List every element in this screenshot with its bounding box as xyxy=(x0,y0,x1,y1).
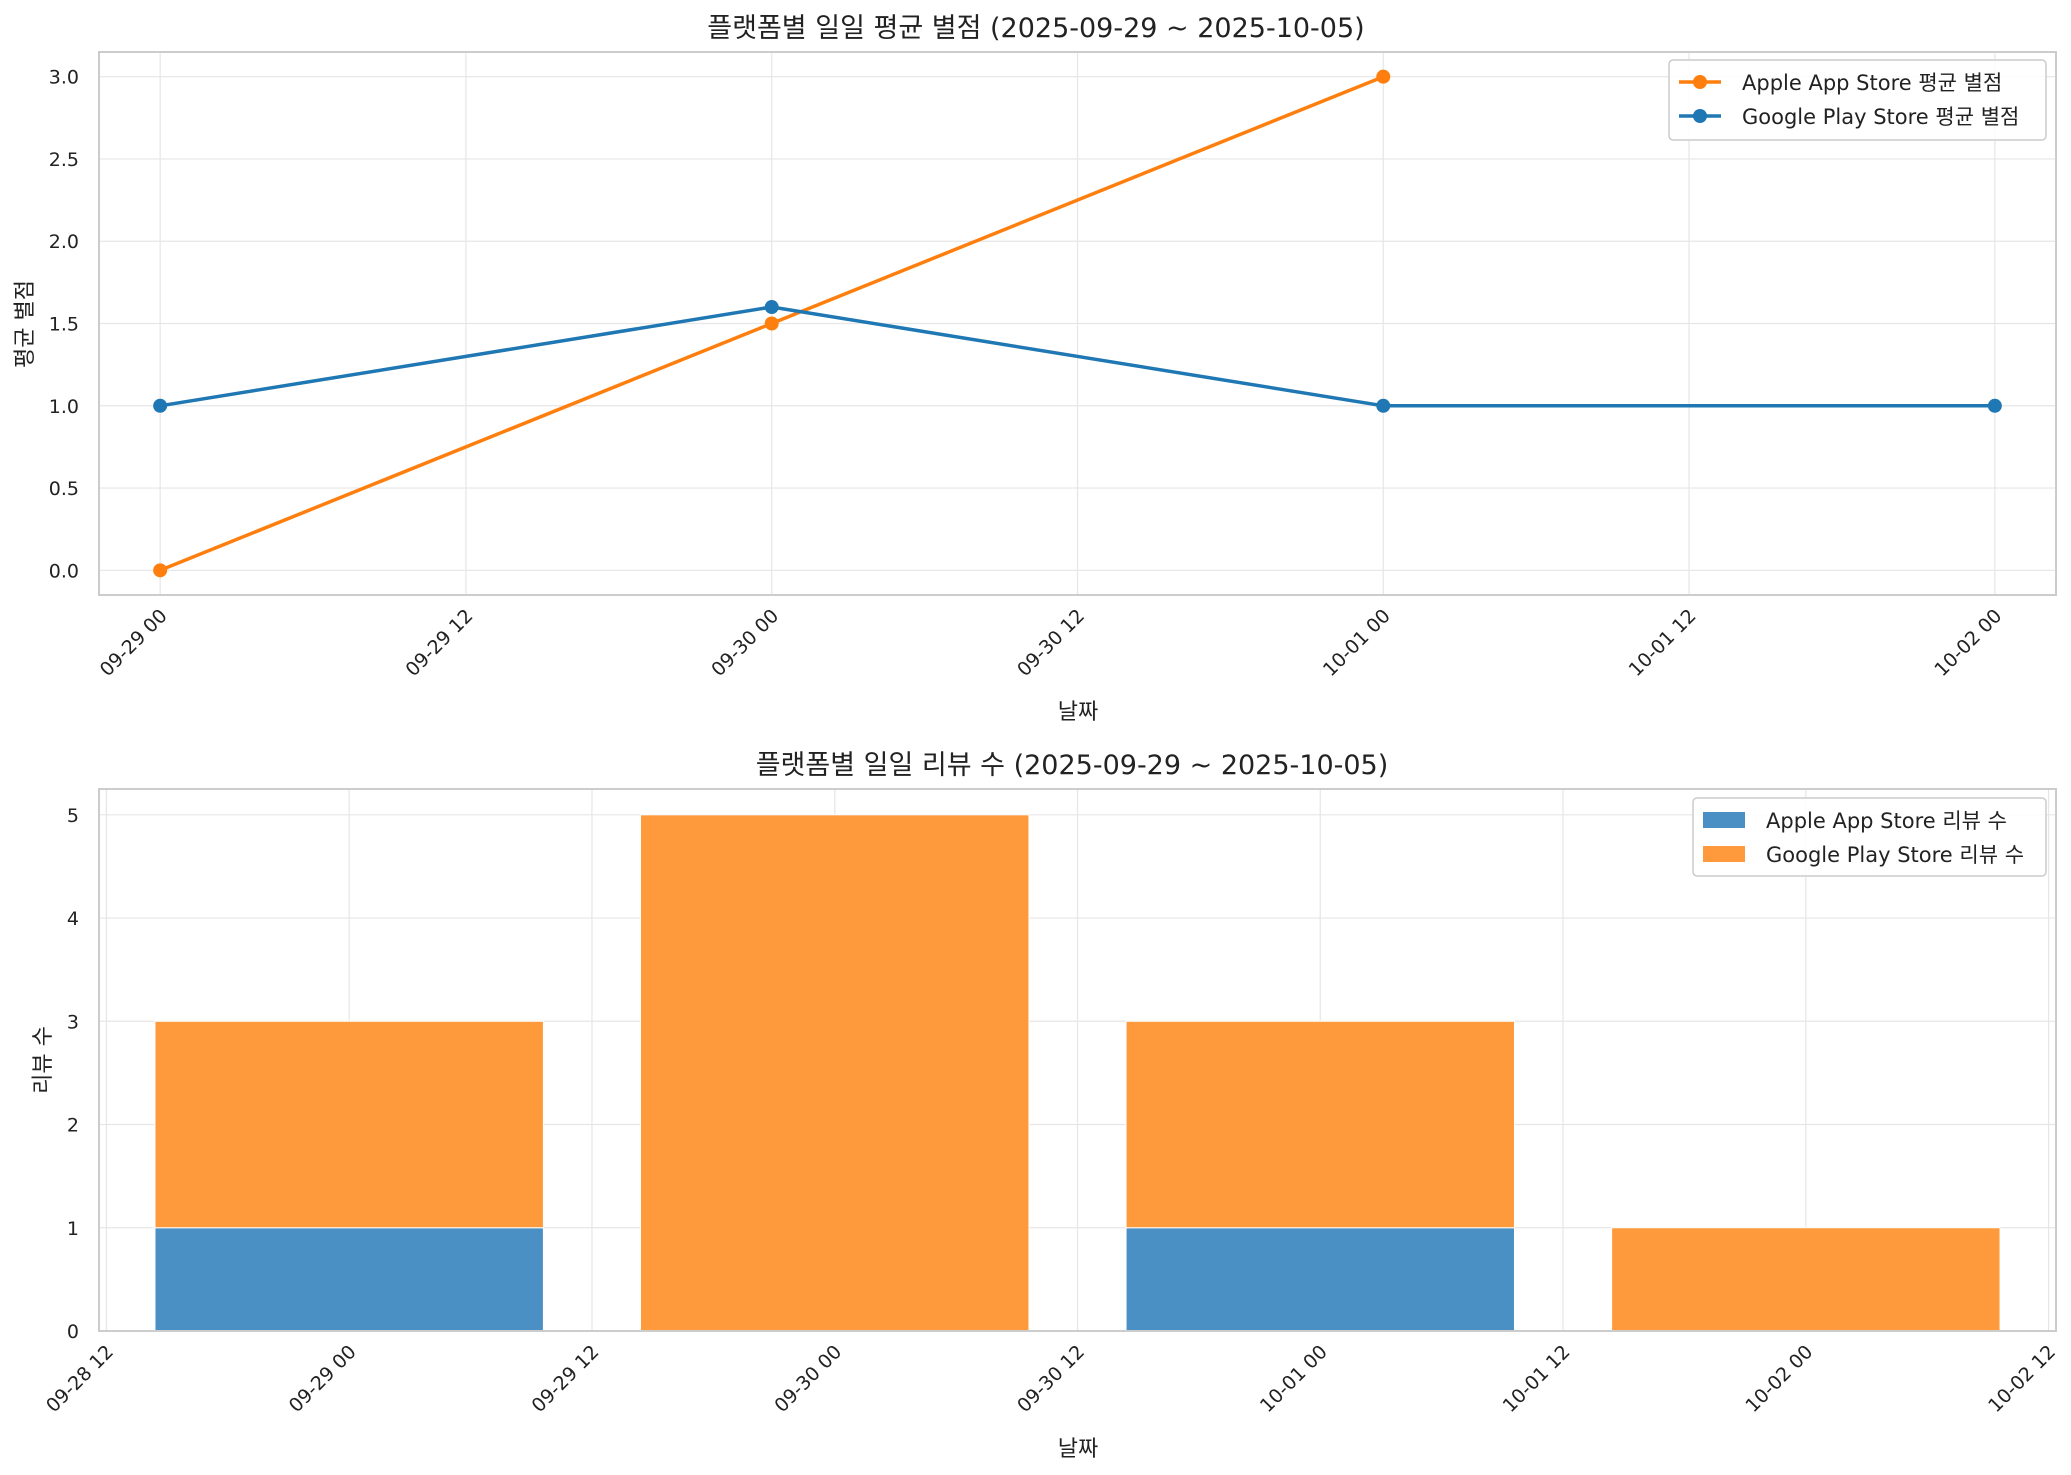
chart1-x-tick-label: 09-30 12 xyxy=(1013,605,1089,681)
chart1-x-label: 날짜 xyxy=(1058,700,1098,725)
chart2-x-ticks: 09-28 12 09-29 00 09-29 12 09-30 00 09-30 12… xyxy=(42,1341,2060,1417)
chart2-bar-segment xyxy=(1125,1227,1515,1332)
chart2-y-label: 리뷰 수 xyxy=(31,1026,56,1094)
chart2-legend-swatch xyxy=(1703,812,1745,828)
chart2-plot-frame xyxy=(98,788,2057,1332)
chart2-bar-segment xyxy=(1611,1227,2001,1332)
bar-chart-review-count: 플랫폼별 일일 리뷰 수 (2025-09-29 ~ 2025-10-05) 0… xyxy=(31,750,2060,1462)
chart2-x-tick-label: 10-01 00 xyxy=(1256,1341,1332,1417)
chart2-x-tick-label: 09-30 12 xyxy=(1013,1341,1089,1417)
chart2-title: 플랫폼별 일일 리뷰 수 (2025-09-29 ~ 2025-10-05) xyxy=(756,750,1389,781)
chart1-x-tick-label: 10-01 12 xyxy=(1625,605,1701,681)
chart1-y-label: 평균 별점 xyxy=(13,280,38,368)
chart2-legend-label: Apple App Store 리뷰 수 xyxy=(1766,809,2007,833)
chart2-x-tick-label: 09-29 00 xyxy=(285,1341,361,1417)
chart2-y-tick-label: 2 xyxy=(67,1115,79,1137)
chart1-data-point xyxy=(1376,398,1391,413)
chart2-bar-segment xyxy=(1125,1020,1515,1229)
chart2-x-label: 날짜 xyxy=(1058,1437,1098,1462)
chart2-bar-segment xyxy=(154,1227,544,1332)
chart1-data-point xyxy=(764,300,779,315)
chart1-y-tick-label: 2.0 xyxy=(49,231,79,253)
chart1-title: 플랫폼별 일일 평균 별점 (2025-09-29 ~ 2025-10-05) xyxy=(707,13,1364,44)
chart1-data-point xyxy=(1376,69,1391,84)
chart2-x-tick-label: 09-28 12 xyxy=(42,1341,118,1417)
chart2-legend-label: Google Play Store 리뷰 수 xyxy=(1766,843,2024,867)
chart2-x-tick-label: 09-30 00 xyxy=(770,1341,846,1417)
chart1-legend-marker xyxy=(1693,109,1707,123)
chart2-legend: Apple App Store 리뷰 수 Google Play Store 리뷰… xyxy=(1692,797,2047,877)
chart1-data-point xyxy=(764,316,779,331)
chart2-y-tick-label: 5 xyxy=(67,805,79,827)
chart2-x-tick-label: 10-02 12 xyxy=(1984,1341,2060,1417)
chart2-x-tick-label: 10-01 12 xyxy=(1499,1341,1575,1417)
chart1-x-tick-label: 09-29 00 xyxy=(96,605,172,681)
chart1-x-tick-label: 09-30 00 xyxy=(707,605,783,681)
chart1-data-point xyxy=(153,398,168,413)
chart2-x-tick-label: 09-29 12 xyxy=(528,1341,604,1417)
chart1-y-tick-label: 0.5 xyxy=(49,478,79,500)
chart1-legend-label: Apple App Store 평균 별점 xyxy=(1742,71,2002,95)
chart1-series-line xyxy=(159,305,1995,408)
chart1-y-ticks: 0.0 0.5 1.0 1.5 2.0 2.5 3.0 xyxy=(49,67,79,583)
chart1-grid xyxy=(99,52,2056,595)
chart1-x-tick-label: 10-02 00 xyxy=(1930,605,2006,681)
chart2-y-tick-label: 0 xyxy=(67,1321,79,1343)
chart2-y-tick-label: 4 xyxy=(67,908,79,930)
chart2-bar-segment xyxy=(154,1020,544,1229)
chart2-bars xyxy=(154,814,2001,1332)
chart1-x-ticks: 09-29 00 09-29 12 09-30 00 09-30 12 10-01 00… xyxy=(96,605,2007,681)
chart1-y-tick-label: 3.0 xyxy=(49,67,79,89)
chart1-legend: Apple App Store 평균 별점 Google Play Store 평… xyxy=(1668,59,2047,141)
chart1-data-point xyxy=(153,563,168,578)
line-chart-average-rating: 플랫폼별 일일 평균 별점 (2025-09-29 ~ 2025-10-05) … xyxy=(13,13,2057,725)
chart1-x-tick-label: 09-29 12 xyxy=(402,605,478,681)
chart1-x-tick-label: 10-01 00 xyxy=(1319,605,1395,681)
chart1-legend-marker xyxy=(1693,75,1707,89)
chart2-legend-swatch xyxy=(1703,846,1745,862)
chart1-data-point xyxy=(1987,398,2002,413)
chart2-y-ticks: 0 1 2 3 4 5 xyxy=(67,805,79,1343)
chart1-y-tick-label: 1.5 xyxy=(49,314,79,336)
chart1-series xyxy=(153,69,2002,578)
chart1-y-tick-label: 2.5 xyxy=(49,149,79,171)
chart2-y-tick-label: 1 xyxy=(67,1218,79,1240)
chart1-y-tick-label: 0.0 xyxy=(49,560,79,582)
chart1-plot-frame xyxy=(98,51,2057,596)
chart1-legend-label: Google Play Store 평균 별점 xyxy=(1742,105,2019,129)
chart2-y-tick-label: 3 xyxy=(67,1011,79,1033)
chart1-legend-box xyxy=(1668,59,2047,141)
chart2-bar-segment xyxy=(640,814,1030,1332)
chart2-legend-box xyxy=(1692,797,2047,877)
chart1-y-tick-label: 1.0 xyxy=(49,396,79,418)
chart2-x-tick-label: 10-02 00 xyxy=(1741,1341,1817,1417)
